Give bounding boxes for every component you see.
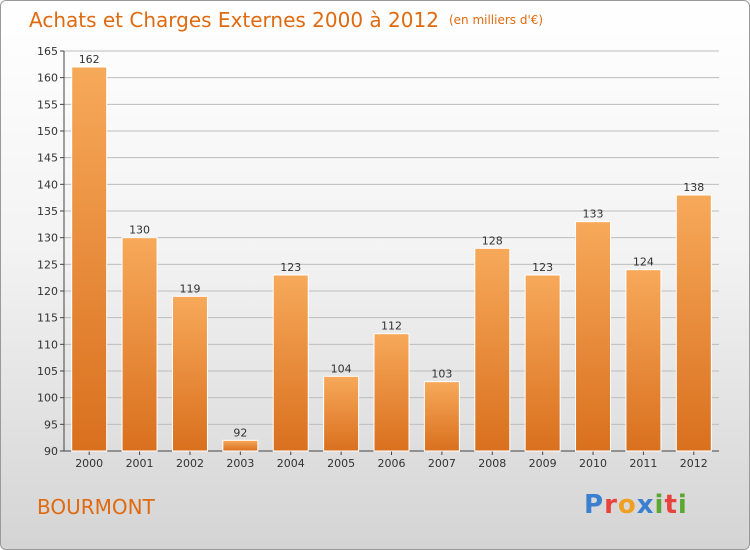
y-tick-label: 125 (37, 258, 58, 271)
bar-2008 (474, 247, 511, 452)
logo-letter: i (654, 490, 665, 520)
bars (71, 66, 712, 452)
y-tick-label: 90 (44, 445, 58, 458)
y-tick-label: 110 (37, 338, 58, 351)
x-tick-label-2011: 2011 (629, 457, 657, 470)
bar-2012 (675, 194, 712, 452)
value-label-2005: 104 (331, 362, 352, 375)
y-tick-label: 105 (37, 365, 58, 378)
y-tick-label: 140 (37, 178, 58, 191)
bar-2006 (373, 333, 410, 452)
commune-name: BOURMONT (37, 495, 155, 519)
value-label-2004: 123 (280, 261, 301, 274)
y-tick-label: 100 (37, 392, 58, 405)
y-tick-label: 160 (37, 72, 58, 85)
chart-title: Achats et Charges Externes 2000 à 2012 (29, 8, 439, 32)
y-tick-label: 120 (37, 285, 58, 298)
value-label-2007: 103 (431, 368, 452, 381)
value-label-2003: 92 (233, 426, 247, 439)
logo-letter: i (677, 490, 688, 520)
x-tick-label-2006: 2006 (378, 457, 406, 470)
logo-letter: P (584, 490, 605, 520)
bar-2004 (272, 274, 309, 452)
value-label-2011: 124 (633, 256, 654, 269)
x-tick-label-2012: 2012 (680, 457, 708, 470)
y-tick-label: 155 (37, 98, 58, 111)
logo-letter: x (636, 490, 655, 520)
bar-2001 (121, 237, 158, 452)
chart-title-row: Achats et Charges Externes 2000 à 2012 (e… (29, 8, 543, 32)
bar-2009 (524, 274, 561, 452)
x-tick-label-2010: 2010 (579, 457, 607, 470)
proxiti-logo[interactable]: Proxiti (584, 490, 688, 520)
value-label-2010: 133 (583, 208, 604, 221)
x-tick-label-2005: 2005 (327, 457, 355, 470)
bar-2000 (71, 66, 108, 452)
x-tick-label-2000: 2000 (75, 457, 103, 470)
y-tick-label: 95 (44, 418, 58, 431)
labels: 90 95 100 105 110 115 120 125 130 135 140 145 150 155… (37, 45, 708, 470)
logo-letter: o (617, 490, 637, 520)
bar-2005 (323, 375, 360, 452)
value-label-2008: 128 (482, 234, 503, 247)
x-tick-label-2002: 2002 (176, 457, 204, 470)
x-tick-label-2003: 2003 (226, 457, 254, 470)
value-label-2000: 162 (79, 53, 100, 66)
logo-letter: t (664, 490, 678, 520)
value-label-2001: 130 (129, 224, 150, 237)
y-tick-label: 150 (37, 125, 58, 138)
value-label-2006: 112 (381, 320, 402, 333)
bar-2003 (222, 439, 259, 452)
value-label-2012: 138 (683, 181, 704, 194)
y-tick-label: 115 (37, 312, 58, 325)
x-tick-label-2004: 2004 (277, 457, 305, 470)
bar-2011 (625, 269, 662, 452)
chart-unit-label: (en milliers d'€) (448, 13, 544, 27)
value-label-2002: 119 (179, 282, 200, 295)
y-tick-label: 130 (37, 232, 58, 245)
y-tick-label: 165 (37, 45, 58, 58)
y-tick-label: 135 (37, 205, 58, 218)
value-label-2009: 123 (532, 261, 553, 274)
x-tick-label-2007: 2007 (428, 457, 456, 470)
y-tick-label: 145 (37, 152, 58, 165)
x-tick-label-2001: 2001 (126, 457, 154, 470)
logo-letter: r (604, 490, 618, 520)
bar-2002 (171, 295, 208, 452)
x-tick-label-2008: 2008 (478, 457, 506, 470)
bar-2007 (423, 381, 460, 452)
bar-2010 (575, 221, 612, 452)
x-tick-label-2009: 2009 (529, 457, 557, 470)
